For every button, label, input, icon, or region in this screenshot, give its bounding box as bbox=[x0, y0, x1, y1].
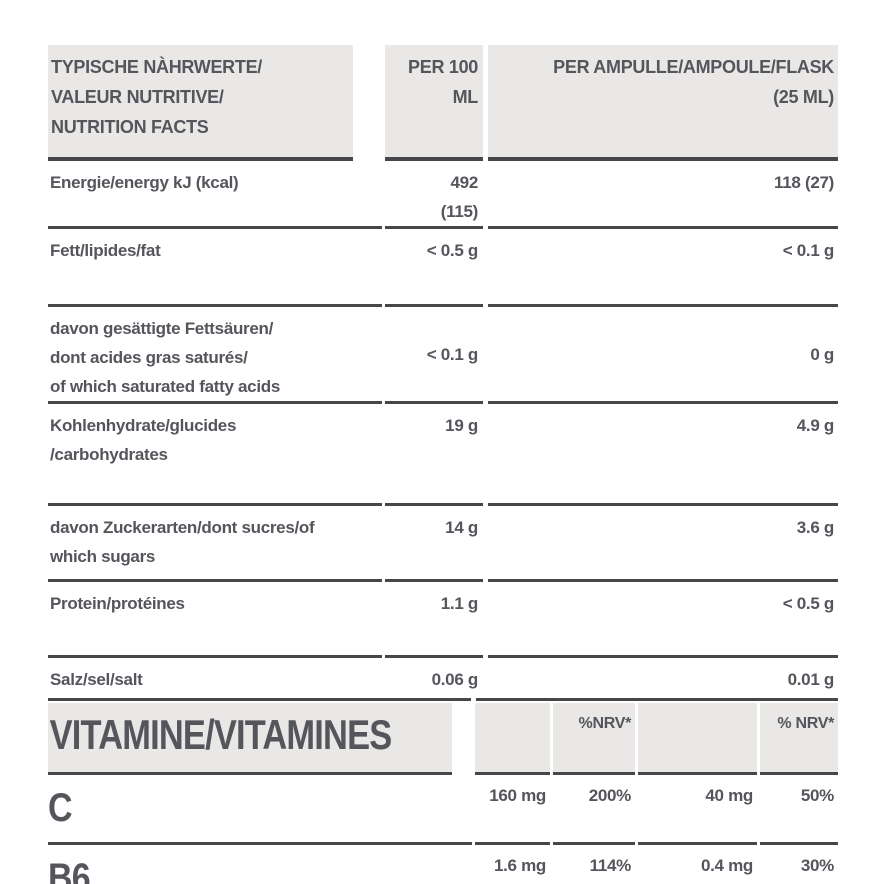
table-row: Salz/sel/salt 0.06 g 0.01 g bbox=[48, 658, 838, 698]
vitamins-header-gap bbox=[452, 703, 475, 775]
vitamin-row: C 160 mg 200% 40 mg 50% bbox=[48, 775, 838, 845]
per-100ml-value: 0.06 g bbox=[431, 670, 479, 689]
header-per-100ml: PER 100 ML bbox=[385, 45, 483, 161]
vitamin-per100-nrv: 114% bbox=[553, 845, 635, 884]
table-row: Energie/energy kJ (kcal) 492 (115) 118 (… bbox=[48, 161, 838, 229]
vitamins-header: VITAMINE/VITAMINES %NRV* % NRV* bbox=[48, 703, 838, 775]
table-row: davon Zuckerarten/dont sucres/of which s… bbox=[48, 506, 838, 582]
vitamin-rows: C 160 mg 200% 40 mg 50% B6 1.6 mg 114% 0… bbox=[48, 775, 838, 884]
vitamins-header-nrv-per100: %NRV* bbox=[553, 703, 635, 775]
vitamins-header-blank bbox=[475, 703, 550, 775]
vitamins-section-title: VITAMINE/VITAMINES bbox=[48, 703, 452, 775]
row-label: davon gesättigte Fettsäuren/ dont acides… bbox=[48, 307, 382, 404]
per-ampoule-value: 118 (27) bbox=[488, 161, 838, 229]
per-ampoule-value: < 0.5 g bbox=[488, 582, 838, 658]
nutrient-rows: Energie/energy kJ (kcal) 492 (115) 118 (… bbox=[48, 161, 838, 698]
row-label: Energie/energy kJ (kcal) bbox=[48, 161, 382, 229]
per-100ml-value: 14 g bbox=[385, 506, 483, 582]
vitamin-name: B6 bbox=[48, 845, 472, 884]
per-100ml-value: 1.1 g bbox=[385, 582, 483, 658]
table-row: davon gesättigte Fettsäuren/ dont acides… bbox=[48, 307, 838, 404]
per-ampoule-value: 4.9 g bbox=[488, 404, 838, 506]
row-label: davon Zuckerarten/dont sucres/of which s… bbox=[48, 506, 382, 582]
vitamin-ampoule-amount: 0.4 mg bbox=[638, 845, 757, 884]
per-100ml-value: < 0.5 g bbox=[385, 229, 483, 307]
vitamin-row: B6 1.6 mg 114% 0.4 mg 30% bbox=[48, 845, 838, 884]
nutrition-table: TYPISCHE NÀHRWERTE/ VALEUR NUTRITIVE/ NU… bbox=[48, 45, 838, 884]
per-ampoule-value: < 0.1 g bbox=[488, 229, 838, 307]
table-header: TYPISCHE NÀHRWERTE/ VALEUR NUTRITIVE/ NU… bbox=[48, 45, 838, 161]
per-100ml-value: < 0.1 g bbox=[385, 307, 483, 404]
table-row: Protein/protéines 1.1 g < 0.5 g bbox=[48, 582, 838, 658]
row-label: Fett/lipides/fat bbox=[48, 229, 382, 307]
vitamins-header-blank bbox=[638, 703, 757, 775]
vitamin-name: C bbox=[48, 775, 472, 845]
vitamin-per100-nrv: 200% bbox=[553, 775, 635, 845]
header-nutrients-title: TYPISCHE NÀHRWERTE/ VALEUR NUTRITIVE/ NU… bbox=[48, 45, 353, 161]
row-label: Salz/sel/salt bbox=[50, 670, 143, 689]
vitamin-ampoule-nrv: 50% bbox=[760, 775, 838, 845]
divider-line bbox=[48, 698, 838, 701]
per-ampoule-value: 3.6 g bbox=[488, 506, 838, 582]
table-row: Kohlenhydrate/glucides /carbohydrates 19… bbox=[48, 404, 838, 506]
vitamin-ampoule-amount: 40 mg bbox=[638, 775, 757, 845]
header-gap bbox=[353, 45, 385, 161]
per-ampoule-value: 0 g bbox=[488, 307, 838, 404]
per-ampoule-value: 0.01 g bbox=[787, 670, 835, 689]
vitamin-per100-amount: 1.6 mg bbox=[475, 845, 550, 884]
per-100ml-value: 19 g bbox=[385, 404, 483, 506]
header-per-ampoule: PER AMPULLE/AMPOULE/FLASK (25 ML) bbox=[488, 45, 838, 161]
vitamins-header-nrv-ampoule: % NRV* bbox=[760, 703, 838, 775]
vitamin-per100-amount: 160 mg bbox=[475, 775, 550, 845]
row-label: Kohlenhydrate/glucides /carbohydrates bbox=[48, 404, 382, 506]
row-label: Protein/protéines bbox=[48, 582, 382, 658]
vitamin-ampoule-nrv: 30% bbox=[760, 845, 838, 884]
table-row: Fett/lipides/fat < 0.5 g < 0.1 g bbox=[48, 229, 838, 307]
per-100ml-value: 492 (115) bbox=[385, 161, 483, 229]
